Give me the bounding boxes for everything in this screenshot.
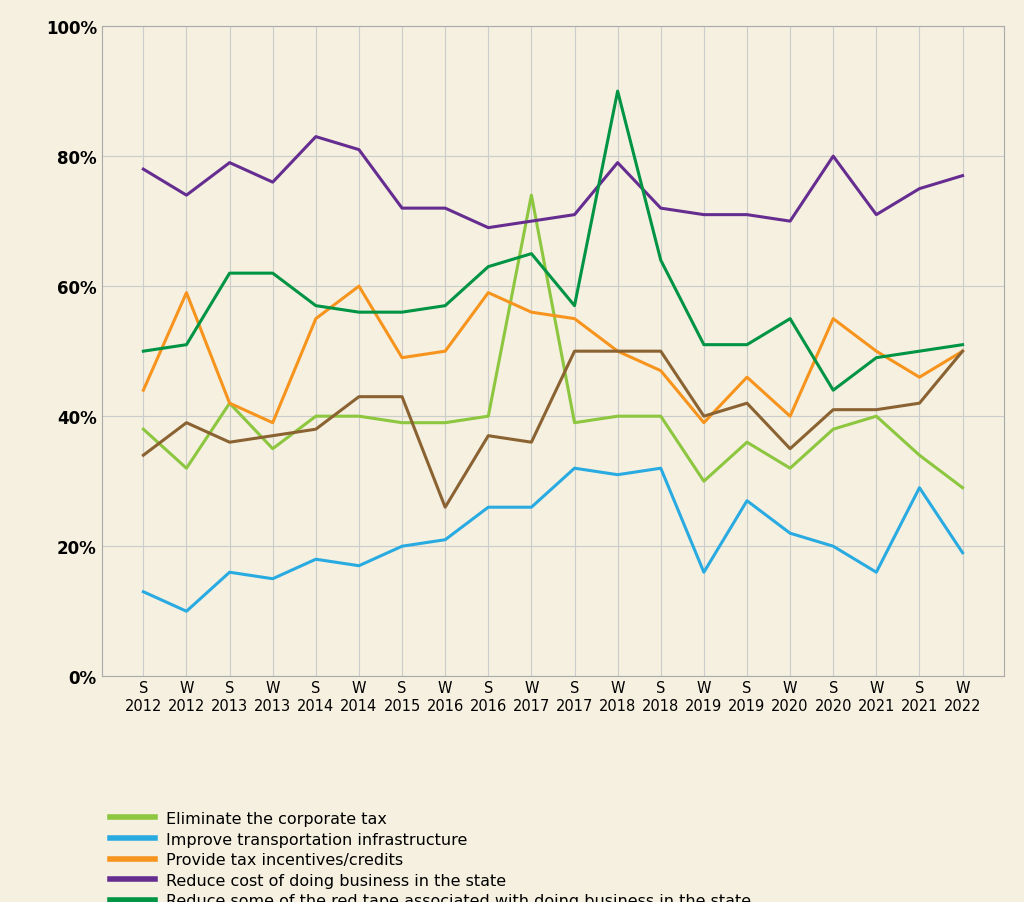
Legend: Eliminate the corporate tax, Improve transportation infrastructure, Provide tax : Eliminate the corporate tax, Improve tra… xyxy=(111,811,752,902)
